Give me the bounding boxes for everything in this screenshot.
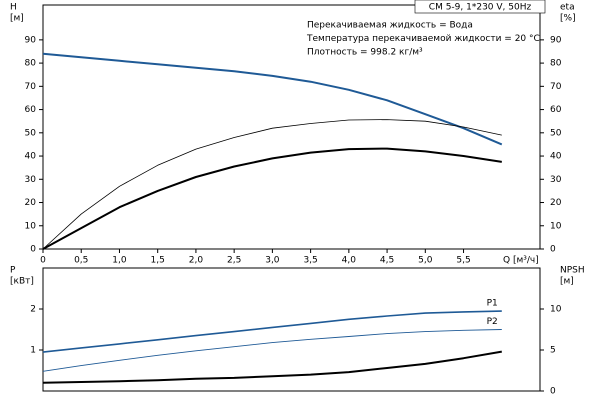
plot-frame [42, 4, 541, 250]
series-label: P1 [487, 299, 498, 309]
x-tick-label: 3,5 [303, 256, 317, 266]
y2-tick-label: 0 [550, 245, 556, 255]
y-tick-label: 2 [30, 305, 36, 315]
y-tick-label: 70 [25, 82, 37, 92]
curve [42, 310, 502, 353]
y-tick-label: 30 [25, 175, 37, 185]
x-tick-label: 1,5 [151, 256, 165, 266]
y2-axis-label: [%] [560, 14, 576, 24]
y2-tick-label: 80 [550, 59, 562, 69]
y-axis-label: [кВт] [10, 277, 34, 287]
y2-axis-label: [м] [560, 277, 574, 287]
x-tick-label: 0 [40, 256, 46, 266]
annotation: Плотность = 998.2 кг/м³ [307, 48, 423, 58]
y-tick-label: 50 [25, 128, 37, 138]
y2-tick-label: 40 [550, 152, 562, 162]
curve [42, 329, 502, 372]
y2-tick-label: 5 [550, 346, 556, 356]
curve [42, 147, 502, 250]
y2-tick-label: 10 [550, 221, 562, 231]
y2-tick-label: 90 [550, 35, 562, 45]
x-tick-label: 2,5 [227, 256, 241, 266]
x-tick-label: 4,0 [342, 256, 357, 266]
y-tick-label: 10 [25, 221, 37, 231]
y2-tick-label: 60 [550, 105, 562, 115]
x-axis-label: Q [м³/ч] [503, 256, 539, 266]
y-tick-label: 40 [25, 152, 37, 162]
y-axis-label: P [10, 266, 16, 276]
y2-tick-label: 20 [550, 198, 562, 208]
y-tick-label: 60 [25, 105, 37, 115]
y-axis-label: [м] [10, 14, 24, 24]
curve [42, 52, 503, 146]
chart-title: CM 5-9, 1*230 V, 50Hz [429, 3, 532, 13]
curve [42, 119, 502, 250]
plot-frame [42, 267, 541, 392]
y2-tick-label: 0 [550, 387, 556, 397]
x-tick-label: 1,0 [112, 256, 127, 266]
annotation: Перекачиваемая жидкость = Вода [307, 21, 473, 31]
annotation: Температура перекачиваемой жидкости = 20… [306, 34, 540, 44]
x-tick-label: 2,0 [189, 256, 204, 266]
y-tick-label: 1 [30, 346, 36, 356]
y-axis-label: H [10, 3, 17, 13]
y-tick-label: 0 [30, 245, 36, 255]
title-box [414, 0, 546, 14]
y2-tick-label: 10 [550, 305, 562, 315]
curve [42, 350, 502, 384]
series-label: P2 [487, 317, 498, 327]
y2-tick-label: 50 [550, 128, 562, 138]
x-tick-label: 0,5 [74, 256, 88, 266]
y-tick-label: 20 [25, 198, 37, 208]
x-tick-label: 3,0 [265, 256, 280, 266]
y2-tick-label: 70 [550, 82, 562, 92]
y-tick-label: 80 [25, 59, 37, 69]
x-tick-label: 5,5 [456, 256, 470, 266]
x-tick-label: 4,5 [380, 256, 394, 266]
y-tick-label: 90 [25, 35, 37, 45]
y2-tick-label: 30 [550, 175, 562, 185]
y2-axis-label: eta [560, 3, 575, 13]
x-tick-label: 5,0 [418, 256, 433, 266]
y2-axis-label: NPSH [560, 266, 585, 276]
